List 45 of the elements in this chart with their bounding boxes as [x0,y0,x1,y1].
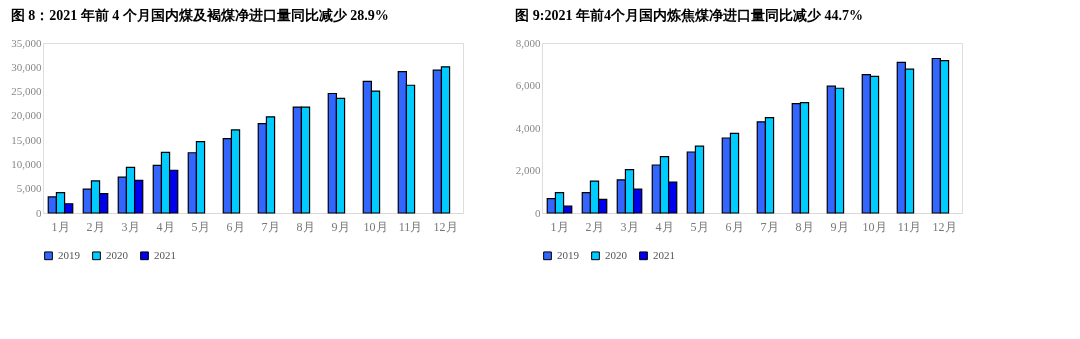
chart-title: 图 8：2021 年前 4 个月国内煤及褐煤净进口量同比减少 28.9% [10,7,389,23]
chart-title: 图 9:2021 年前4个月国内炼焦煤净进口量同比减少 44.7% [515,8,863,23]
y-tick-label: 8,000 [515,36,541,49]
y-tick-label: 0 [535,206,541,219]
x-tick-label: 1月 [550,219,569,234]
x-tick-label: 8月 [795,219,814,234]
x-tick-label: 5月 [191,219,210,234]
y-tick-label: 10,000 [11,157,42,170]
x-tick-label: 11月 [897,219,922,234]
y-tick-label: 5,000 [16,182,42,195]
y-tick-label: 15,000 [11,133,42,146]
y-tick-label: 30,000 [11,60,42,73]
y-tick-label: 25,000 [11,85,42,98]
x-tick-label: 7月 [760,219,779,234]
x-tick-label: 6月 [226,219,245,234]
x-tick-label: 12月 [932,219,957,234]
x-tick-label: 10月 [363,219,388,234]
x-tick-label: 10月 [862,219,887,234]
legend-label: 2020 [106,248,129,261]
x-tick-label: 2月 [86,219,105,234]
x-tick-label: 4月 [156,219,175,234]
y-tick-label: 6,000 [515,79,541,91]
x-tick-label: 5月 [690,219,709,234]
x-tick-label: 4月 [655,219,674,234]
x-tick-label: 7月 [261,219,280,234]
legend-label: 2021 [653,248,675,261]
legend-label: 2019 [58,248,81,261]
legend-label: 2020 [605,248,628,261]
x-tick-label: 9月 [830,219,849,234]
x-tick-label: 2月 [585,219,604,234]
y-tick-label: 2,000 [515,164,541,176]
y-tick-label: 4,000 [515,121,541,134]
x-tick-label: 8月 [296,219,315,234]
x-tick-label: 12月 [433,219,458,234]
y-tick-label: 0 [36,206,42,219]
x-tick-label: 3月 [620,219,639,234]
y-tick-label: 35,000 [11,36,42,49]
y-tick-label: 20,000 [11,109,42,122]
x-tick-label: 9月 [331,219,350,234]
x-tick-label: 6月 [725,219,744,234]
x-tick-label: 11月 [398,219,423,234]
legend-label: 2021 [154,248,176,261]
x-tick-label: 1月 [51,219,70,234]
legend-label: 2019 [557,248,580,261]
x-tick-label: 3月 [121,219,140,234]
